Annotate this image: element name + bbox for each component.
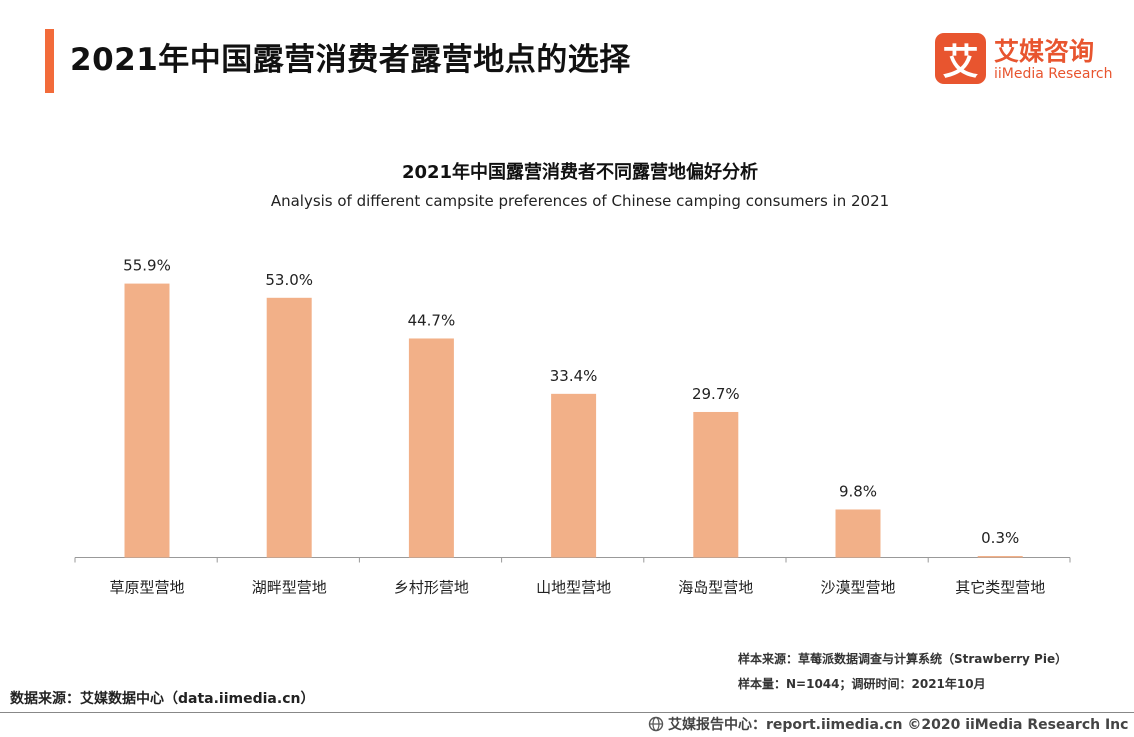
chart-title: 2021年中国露营消费者不同露营地偏好分析 bbox=[401, 162, 759, 183]
category-label: 沙漠型营地 bbox=[820, 579, 895, 597]
bar bbox=[551, 393, 597, 558]
category-label: 海岛型营地 bbox=[678, 579, 753, 597]
category-label: 乡村形营地 bbox=[394, 579, 469, 597]
category-label: 其它类型营地 bbox=[955, 579, 1045, 597]
title-accent-bar bbox=[45, 29, 54, 93]
category-label: 湖畔型营地 bbox=[252, 579, 327, 597]
footer-text: 艾媒报告中心：report.iimedia.cn ©2020 iiMedia R… bbox=[668, 717, 1129, 733]
globe-icon bbox=[648, 716, 664, 732]
data-label: 29.7% bbox=[692, 385, 740, 403]
logo-name-en: iiMedia Research bbox=[994, 66, 1113, 82]
bar bbox=[266, 297, 312, 558]
bar bbox=[408, 338, 454, 558]
logo-mark-icon: 艾 bbox=[935, 33, 986, 84]
category-label: 草原型营地 bbox=[109, 579, 184, 597]
data-source: 数据来源：艾媒数据中心（data.iimedia.cn） bbox=[10, 691, 315, 707]
data-label: 55.9% bbox=[123, 257, 171, 275]
page-title: 2021年中国露营消费者露营地点的选择 bbox=[70, 42, 631, 78]
footer: 艾媒报告中心：report.iimedia.cn ©2020 iiMedia R… bbox=[648, 714, 1128, 734]
bar bbox=[693, 411, 739, 558]
brand-logo: 艾 艾媒咨询 iiMedia Research bbox=[935, 33, 1120, 85]
chart-subtitle: Analysis of different campsite preferenc… bbox=[270, 192, 890, 210]
bar bbox=[835, 509, 881, 558]
data-label: 44.7% bbox=[408, 311, 456, 329]
bar bbox=[977, 556, 1023, 558]
footer-divider bbox=[0, 712, 1134, 713]
sample-source: 样本来源：草莓派数据调查与计算系统（Strawberry Pie） bbox=[738, 652, 1068, 666]
data-label: 0.3% bbox=[981, 529, 1019, 547]
category-label: 山地型营地 bbox=[536, 579, 611, 597]
data-label: 53.0% bbox=[265, 271, 313, 289]
data-label: 9.8% bbox=[839, 482, 877, 500]
bar bbox=[124, 283, 170, 558]
sample-size: 样本量：N=1044；调研时间：2021年10月 bbox=[738, 677, 986, 691]
data-label: 33.4% bbox=[550, 367, 598, 385]
logo-name-cn: 艾媒咨询 bbox=[994, 37, 1095, 66]
